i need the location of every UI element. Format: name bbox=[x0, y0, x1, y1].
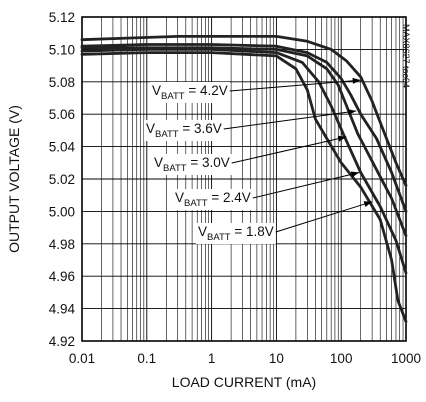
x-axis-label: LOAD CURRENT (mA) bbox=[172, 374, 316, 390]
annotation-arrow-line bbox=[231, 136, 347, 164]
series-label: VBATT = 3.0V bbox=[154, 155, 230, 174]
series-line bbox=[80, 43, 408, 213]
grid bbox=[82, 17, 406, 341]
series-label-bg bbox=[152, 154, 232, 175]
series-label-bg bbox=[150, 82, 230, 103]
y-tick-label: 4.98 bbox=[49, 237, 75, 252]
annotation-arrow-line bbox=[275, 201, 373, 233]
x-tick-label: 0.1 bbox=[137, 351, 156, 366]
series-label-bg bbox=[196, 223, 276, 244]
y-tick-label: 4.92 bbox=[49, 334, 75, 349]
annotations: VBATT = 4.2V VBATT = 3.6V VBATT = 3.0V VBAT… bbox=[144, 77, 373, 244]
annotation-arrow-line bbox=[223, 110, 357, 130]
y-axis-label: OUTPUT VOLTAGE (V) bbox=[6, 105, 22, 253]
annotation-arrowhead bbox=[363, 201, 373, 207]
y-tick-label: 5.04 bbox=[49, 140, 76, 155]
y-tick-label: 5.10 bbox=[49, 42, 75, 57]
x-tick-label: 0.01 bbox=[69, 351, 95, 366]
y-tick-label: 5.00 bbox=[49, 204, 75, 219]
y-tick-label: 5.02 bbox=[49, 172, 75, 187]
x-tick-label: 100 bbox=[330, 351, 353, 366]
x-tick-label: 1000 bbox=[391, 351, 421, 366]
series-label-bg bbox=[173, 189, 253, 210]
annotation-arrowhead bbox=[350, 171, 360, 178]
series-line bbox=[80, 51, 408, 324]
annotation-arrowhead bbox=[337, 135, 347, 142]
y-tick-label: 5.08 bbox=[49, 75, 75, 90]
annotation-arrow-line bbox=[252, 172, 360, 199]
series-group bbox=[80, 35, 408, 324]
annotation-arrowhead bbox=[352, 77, 361, 84]
series-line bbox=[80, 46, 408, 238]
series-line bbox=[80, 48, 408, 275]
series-label: VBATT = 1.8V bbox=[198, 224, 274, 243]
tick-labels: 0.01 0.1 1 10 100 1000 5.12 5.10 5.08 5.06 5.04 5.0… bbox=[49, 10, 421, 366]
y-tick-label: 5.06 bbox=[49, 107, 75, 122]
annotation-arrow-line bbox=[229, 79, 361, 92]
y-tick-label: 4.94 bbox=[49, 302, 76, 317]
plot-frame bbox=[81, 16, 407, 342]
series-line bbox=[80, 35, 408, 187]
series-label-bg bbox=[144, 120, 224, 141]
figure-code: MAX8627 toc04 bbox=[401, 24, 411, 88]
y-tick-label: 5.12 bbox=[49, 10, 75, 25]
x-tick-label: 1 bbox=[208, 351, 216, 366]
annotation-arrowhead bbox=[347, 109, 357, 116]
x-tick-label: 10 bbox=[269, 351, 284, 366]
series-label: VBATT = 4.2V bbox=[152, 83, 228, 102]
y-tick-label: 4.96 bbox=[49, 269, 75, 284]
series-label: VBATT = 3.6V bbox=[146, 121, 222, 140]
series-label: VBATT = 2.4V bbox=[175, 190, 251, 209]
